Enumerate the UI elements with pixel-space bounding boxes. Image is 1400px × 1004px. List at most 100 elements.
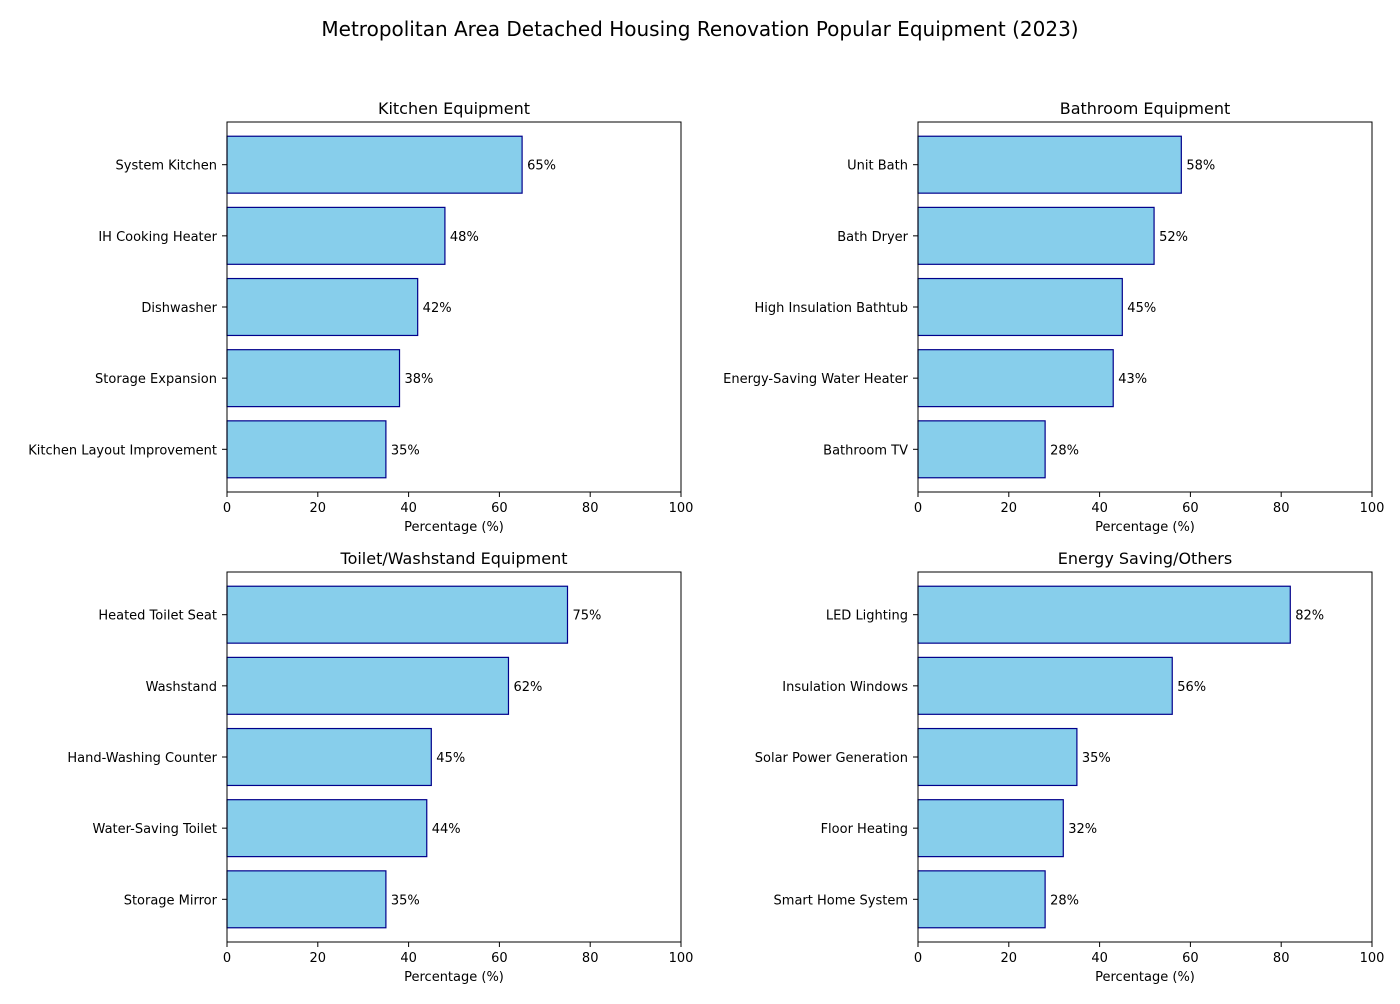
x-tick-label: 20: [310, 501, 327, 516]
y-tick-label: Bath Dryer: [837, 230, 908, 245]
subplot-1: Kitchen Equipment 65% System Kitchen 48% IH …: [28, 99, 693, 535]
bar: [917, 727, 1078, 787]
x-tick-label: 20: [310, 951, 327, 966]
bar-value-label: 62%: [513, 680, 542, 695]
x-axis-label: Percentage (%): [1095, 520, 1195, 535]
x-tick-label: 60: [1182, 951, 1199, 966]
bar: [917, 277, 1123, 337]
y-tick-label: Heated Toilet Seat: [98, 609, 217, 624]
x-tick-label: 60: [491, 501, 508, 516]
bar: [917, 585, 1291, 644]
subplot-title: Kitchen Equipment: [378, 99, 530, 118]
bar-value-label: 45%: [436, 751, 465, 766]
bar: [917, 135, 1182, 194]
bar-value-label: 32%: [1068, 822, 1097, 837]
axes-frame: [917, 121, 1373, 493]
y-tick-label: System Kitchen: [116, 159, 217, 174]
y-tick-label: Insulation Windows: [782, 680, 908, 695]
bar-value-label: 48%: [450, 230, 479, 245]
x-tick-label: 0: [223, 501, 231, 516]
bar: [917, 656, 1173, 715]
bar-value-label: 43%: [1118, 372, 1147, 387]
bar: [917, 870, 1046, 929]
y-tick-label: LED Lighting: [826, 609, 908, 624]
bar-value-label: 75%: [573, 609, 602, 624]
axes-frame: [917, 571, 1373, 943]
subplot-3: Toilet/Washstand Equipment 75% Heated Toil…: [67, 549, 693, 985]
axes-frame: [226, 571, 682, 943]
x-tick-label: 80: [582, 951, 599, 966]
subplot-title: Energy Saving/Others: [1058, 549, 1232, 568]
y-tick-label: Kitchen Layout Improvement: [28, 443, 217, 458]
x-tick-label: 100: [669, 501, 694, 516]
bar-value-label: 28%: [1050, 443, 1079, 458]
x-tick-label: 0: [914, 951, 922, 966]
bar-value-label: 35%: [391, 893, 420, 908]
x-tick-label: 40: [400, 951, 417, 966]
bar-value-label: 35%: [1082, 751, 1111, 766]
bar: [226, 206, 446, 265]
subplot-title: Bathroom Equipment: [1060, 99, 1231, 118]
y-tick-label: Floor Heating: [821, 822, 908, 837]
bar: [226, 727, 432, 787]
x-axis-label: Percentage (%): [404, 970, 504, 985]
bar: [226, 349, 401, 408]
x-tick-label: 20: [1001, 501, 1018, 516]
bar-value-label: 58%: [1186, 159, 1215, 174]
x-tick-label: 60: [1182, 501, 1199, 516]
y-tick-label: Storage Mirror: [124, 893, 218, 908]
figure-suptitle: Metropolitan Area Detached Housing Renov…: [321, 17, 1078, 41]
bar-value-label: 52%: [1159, 230, 1188, 245]
x-tick-label: 100: [669, 951, 694, 966]
y-tick-label: Dishwasher: [141, 301, 217, 316]
axes-frame: [226, 121, 682, 493]
bar: [226, 277, 419, 337]
x-tick-label: 40: [400, 501, 417, 516]
bar-value-label: 65%: [527, 159, 556, 174]
y-tick-label: Unit Bath: [847, 159, 908, 174]
y-tick-label: Solar Power Generation: [755, 751, 908, 766]
y-tick-label: Washstand: [146, 680, 217, 695]
x-tick-label: 40: [1091, 501, 1108, 516]
subplot-title: Toilet/Washstand Equipment: [340, 549, 568, 568]
y-tick-label: High Insulation Bathtub: [754, 301, 908, 316]
bar: [226, 135, 523, 194]
x-tick-label: 100: [1360, 501, 1385, 516]
bar-value-label: 82%: [1295, 609, 1324, 624]
x-axis-label: Percentage (%): [1095, 970, 1195, 985]
x-tick-label: 40: [1091, 951, 1108, 966]
x-tick-label: 0: [914, 501, 922, 516]
y-tick-label: Water-Saving Toilet: [93, 822, 217, 837]
y-tick-label: Bathroom TV: [823, 443, 908, 458]
bar-value-label: 42%: [423, 301, 452, 316]
bar-value-label: 56%: [1177, 680, 1206, 695]
x-tick-label: 100: [1360, 951, 1385, 966]
x-axis-label: Percentage (%): [404, 520, 504, 535]
bar: [226, 799, 428, 858]
y-tick-label: Smart Home System: [774, 893, 908, 908]
y-tick-label: Energy-Saving Water Heater: [723, 372, 909, 387]
x-tick-label: 20: [1001, 951, 1018, 966]
bar: [226, 585, 569, 644]
x-tick-label: 80: [1273, 501, 1290, 516]
bar: [917, 206, 1155, 265]
bar-value-label: 28%: [1050, 893, 1079, 908]
y-tick-label: IH Cooking Heater: [98, 230, 217, 245]
bar: [226, 656, 510, 715]
x-tick-label: 80: [582, 501, 599, 516]
bar-value-label: 44%: [432, 822, 461, 837]
subplot-2: Bathroom Equipment 58% Unit Bath 52% Bath Dr…: [723, 99, 1384, 535]
x-tick-label: 80: [1273, 951, 1290, 966]
bar-value-label: 35%: [391, 443, 420, 458]
bar: [917, 349, 1114, 408]
bar-value-label: 38%: [405, 372, 434, 387]
y-tick-label: Hand-Washing Counter: [67, 751, 217, 766]
x-tick-label: 60: [491, 951, 508, 966]
bar: [917, 799, 1064, 858]
y-tick-label: Storage Expansion: [95, 372, 217, 387]
bar: [917, 420, 1046, 479]
bar-value-label: 45%: [1127, 301, 1156, 316]
